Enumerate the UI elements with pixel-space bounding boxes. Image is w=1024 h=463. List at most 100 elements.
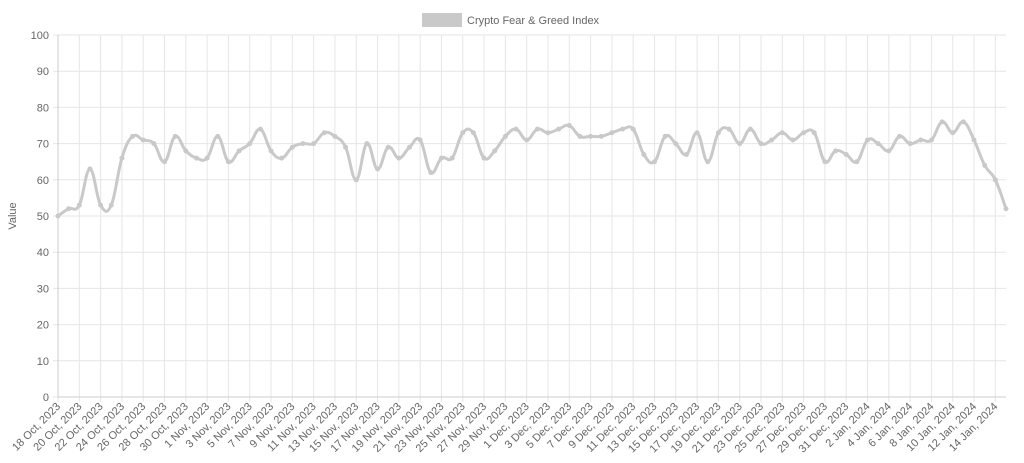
data-point	[289, 144, 295, 150]
legend-label: Crypto Fear & Greed Index	[467, 15, 600, 27]
data-point	[747, 126, 753, 132]
data-point	[865, 137, 871, 143]
data-point	[992, 177, 998, 183]
data-point	[204, 155, 210, 161]
data-point	[321, 130, 327, 136]
y-tick-label: 60	[37, 175, 49, 187]
data-point	[982, 162, 988, 168]
data-point	[279, 155, 285, 161]
data-point	[119, 155, 125, 161]
data-point	[343, 144, 349, 150]
data-point	[620, 126, 626, 132]
data-point	[66, 206, 72, 212]
data-point	[524, 137, 530, 143]
y-tick-label: 70	[37, 139, 49, 151]
data-point	[385, 144, 391, 150]
data-point	[364, 141, 370, 147]
data-point	[694, 130, 700, 136]
data-point	[950, 130, 956, 136]
data-point	[98, 202, 104, 208]
data-point	[481, 155, 487, 161]
data-point	[598, 133, 604, 139]
data-point	[833, 148, 839, 154]
data-point	[193, 155, 199, 161]
data-point	[630, 126, 636, 132]
data-point	[609, 130, 615, 136]
data-point	[151, 141, 157, 147]
data-point	[662, 133, 668, 139]
y-tick-label: 100	[31, 30, 49, 42]
y-tick-label: 50	[37, 211, 49, 223]
data-point	[407, 144, 413, 150]
data-point	[822, 159, 828, 165]
data-point	[449, 155, 455, 161]
data-point	[928, 137, 934, 143]
legend-swatch	[422, 13, 462, 27]
data-point	[311, 141, 317, 147]
data-point	[790, 137, 796, 143]
data-point	[971, 137, 977, 143]
data-point	[907, 141, 913, 147]
data-point	[130, 133, 136, 139]
data-point	[396, 155, 402, 161]
data-point	[460, 130, 466, 136]
y-tick-label: 30	[37, 283, 49, 295]
data-point	[108, 202, 114, 208]
data-point	[737, 141, 743, 147]
data-point	[225, 159, 231, 165]
data-point	[769, 137, 775, 143]
data-point	[438, 155, 444, 161]
y-tick-label: 0	[43, 392, 49, 404]
data-point	[779, 130, 785, 136]
data-point	[417, 137, 423, 143]
data-point	[918, 137, 924, 143]
data-point	[960, 119, 966, 125]
data-point	[55, 213, 61, 219]
data-point	[470, 130, 476, 136]
data-point	[577, 133, 583, 139]
y-axis-label: Value	[7, 202, 19, 229]
data-point	[257, 126, 263, 132]
data-point	[651, 159, 657, 165]
data-point	[811, 130, 817, 136]
data-point	[236, 148, 242, 154]
data-point	[502, 133, 508, 139]
data-point	[758, 141, 764, 147]
data-point	[843, 151, 849, 157]
data-point	[875, 141, 881, 147]
y-tick-label: 40	[37, 247, 49, 259]
data-point	[939, 119, 945, 125]
data-point	[886, 148, 892, 154]
data-point	[715, 130, 721, 136]
data-point	[428, 170, 434, 176]
data-point	[726, 126, 732, 132]
data-point	[247, 141, 253, 147]
data-point	[545, 130, 551, 136]
data-point	[353, 177, 359, 183]
data-point	[300, 141, 306, 147]
data-point	[162, 159, 168, 165]
data-point	[673, 141, 679, 147]
data-point	[683, 151, 689, 157]
data-point	[492, 148, 498, 154]
data-point	[332, 133, 338, 139]
data-point	[556, 126, 562, 132]
data-point	[566, 123, 572, 128]
y-tick-label: 20	[37, 320, 49, 332]
y-tick-label: 10	[37, 356, 49, 368]
data-point	[1003, 206, 1009, 212]
data-point	[705, 159, 711, 165]
data-point	[215, 133, 221, 139]
y-tick-label: 80	[37, 102, 49, 114]
data-point	[183, 148, 189, 154]
data-point	[896, 133, 902, 139]
data-point	[375, 166, 381, 172]
data-point	[801, 130, 807, 136]
series-line	[57, 120, 1008, 218]
data-point	[172, 133, 178, 139]
data-point	[513, 126, 519, 132]
data-point	[268, 148, 274, 154]
data-point	[588, 133, 594, 139]
data-point	[140, 137, 146, 143]
